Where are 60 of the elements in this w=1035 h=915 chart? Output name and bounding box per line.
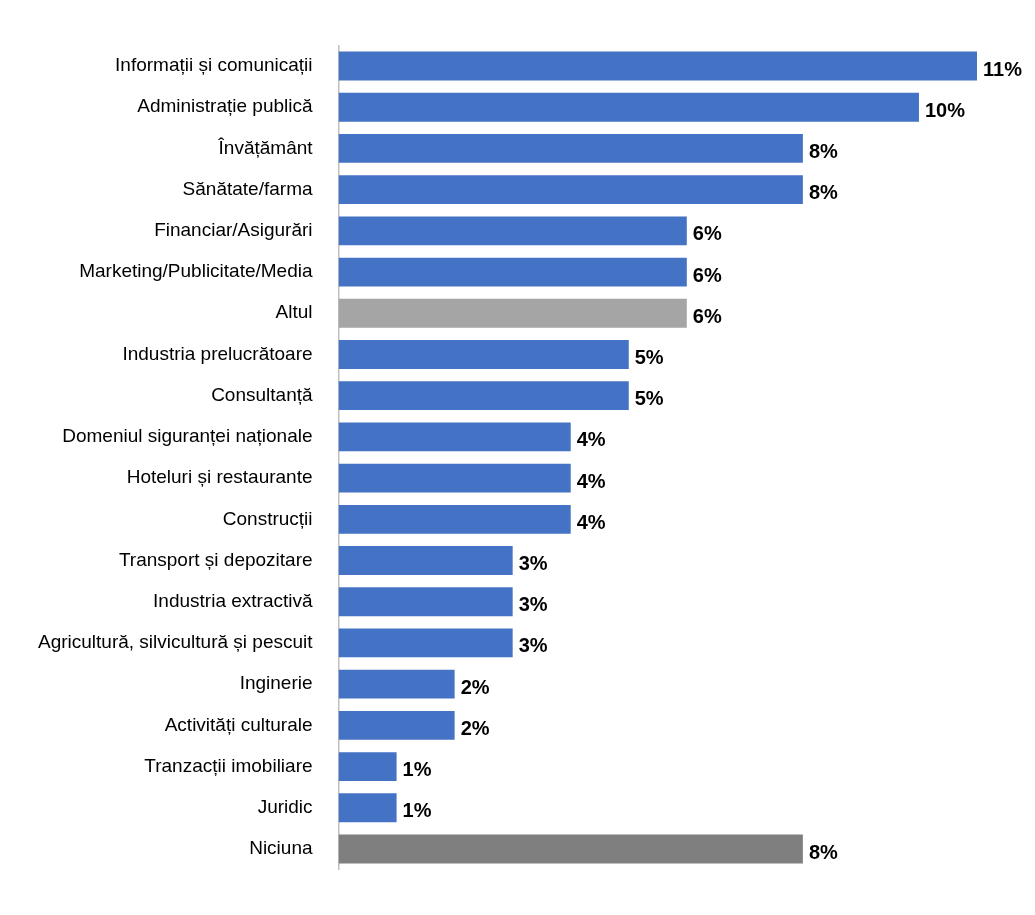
y-tick-label: Transport și depozitare — [118, 548, 313, 570]
data-label: 3% — [518, 634, 548, 657]
data-label: 2% — [460, 716, 490, 739]
y-tick-label: Tranzacții imobiliare — [144, 754, 313, 776]
bar — [338, 793, 397, 823]
bar — [338, 587, 513, 617]
y-tick-label: Agricultură, silvicultură și pescuit — [38, 631, 314, 653]
y-tick-label: Activități culturale — [164, 713, 313, 735]
y-tick-label: Industria extractivă — [153, 589, 313, 611]
bar — [338, 381, 629, 411]
bar — [338, 298, 687, 328]
data-label: 8% — [808, 181, 838, 204]
bar — [338, 92, 919, 122]
y-tick-label: Consultanță — [211, 383, 313, 405]
bar — [338, 710, 455, 740]
data-label: 5% — [634, 387, 664, 410]
bar — [338, 257, 687, 287]
bar — [338, 752, 397, 781]
y-tick-label: Informații și comunicații — [115, 54, 313, 76]
data-label: 4% — [576, 469, 606, 492]
data-label: 5% — [634, 345, 664, 368]
data-label: 6% — [692, 263, 722, 286]
bar — [338, 216, 687, 246]
bar — [338, 834, 803, 864]
data-label: 8% — [808, 139, 838, 162]
data-label: 4% — [576, 428, 606, 451]
bar — [338, 463, 571, 493]
y-tick-label: Niciuna — [249, 837, 313, 859]
bar — [338, 669, 455, 699]
y-tick-label: Construcții — [222, 507, 313, 529]
y-tick-label: Hoteluri și restaurante — [126, 466, 313, 488]
data-label: 6% — [692, 304, 722, 327]
bar — [338, 504, 571, 534]
bar — [338, 546, 513, 575]
y-tick-label: Financiar/Asigurări — [154, 219, 313, 241]
bar — [338, 422, 571, 452]
y-tick-label: Inginerie — [239, 672, 313, 694]
data-label: 1% — [402, 799, 432, 822]
data-label: 2% — [460, 675, 490, 698]
y-tick-label: Industria prelucrătoare — [122, 342, 313, 364]
bar — [338, 51, 977, 81]
y-tick-label: Juridic — [257, 796, 313, 818]
bar — [338, 628, 513, 658]
bar — [338, 340, 629, 369]
y-tick-label: Învățământ — [217, 136, 314, 158]
y-tick-label: Domeniul siguranței naționale — [62, 425, 313, 447]
data-label: 8% — [808, 840, 838, 863]
data-label: 6% — [692, 222, 722, 245]
y-tick-label: Marketing/Publicitate/Media — [79, 260, 313, 282]
data-label: 4% — [576, 510, 606, 533]
bar — [338, 175, 803, 205]
bar — [338, 134, 803, 163]
data-label: 1% — [402, 758, 432, 781]
y-tick-label: Sănătate/farma — [182, 177, 313, 199]
data-label: 3% — [518, 552, 548, 575]
data-label: 3% — [518, 593, 548, 616]
data-label: 11% — [983, 57, 1023, 80]
y-tick-label: Altul — [275, 301, 313, 323]
y-tick-label: Administrație publică — [137, 95, 313, 117]
data-label: 10% — [924, 98, 966, 121]
